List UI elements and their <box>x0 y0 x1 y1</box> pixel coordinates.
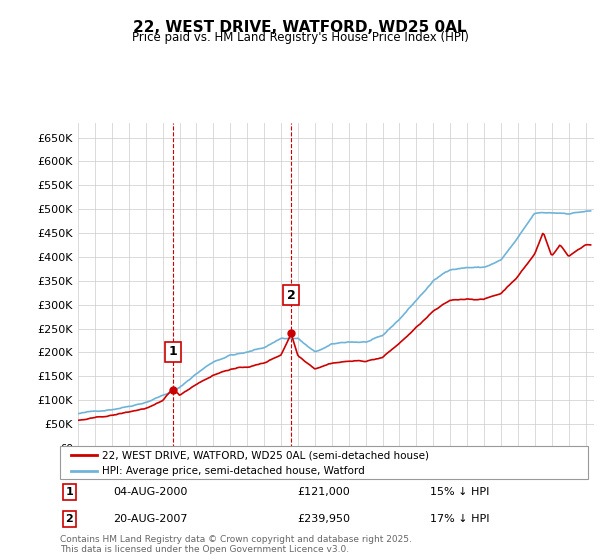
Text: 17% ↓ HPI: 17% ↓ HPI <box>430 514 489 524</box>
Text: HPI: Average price, semi-detached house, Watford: HPI: Average price, semi-detached house,… <box>102 466 365 475</box>
Text: 22, WEST DRIVE, WATFORD, WD25 0AL (semi-detached house): 22, WEST DRIVE, WATFORD, WD25 0AL (semi-… <box>102 450 429 460</box>
Text: Price paid vs. HM Land Registry's House Price Index (HPI): Price paid vs. HM Land Registry's House … <box>131 31 469 44</box>
Text: 2: 2 <box>287 288 296 302</box>
Text: £239,950: £239,950 <box>298 514 350 524</box>
Text: 22, WEST DRIVE, WATFORD, WD25 0AL: 22, WEST DRIVE, WATFORD, WD25 0AL <box>133 20 467 35</box>
Text: 20-AUG-2007: 20-AUG-2007 <box>113 514 187 524</box>
Text: 15% ↓ HPI: 15% ↓ HPI <box>430 487 489 497</box>
Text: 1: 1 <box>169 346 177 358</box>
FancyBboxPatch shape <box>60 446 588 479</box>
Text: £121,000: £121,000 <box>298 487 350 497</box>
Text: 2: 2 <box>65 514 73 524</box>
Text: 04-AUG-2000: 04-AUG-2000 <box>113 487 187 497</box>
Text: 1: 1 <box>65 487 73 497</box>
Text: Contains HM Land Registry data © Crown copyright and database right 2025.
This d: Contains HM Land Registry data © Crown c… <box>60 535 412 554</box>
